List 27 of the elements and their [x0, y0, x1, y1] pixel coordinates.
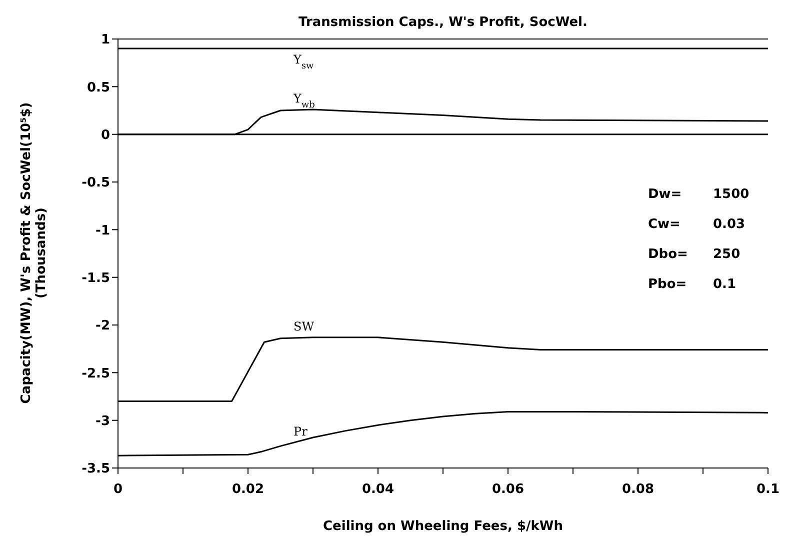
y-tick-label: -2.5: [82, 366, 110, 382]
x-tick-label: 0.08: [622, 482, 654, 498]
y-tick-label: -2: [96, 318, 110, 334]
x-tick-label: 0.06: [492, 482, 524, 498]
y-tick-label: 1: [100, 32, 110, 48]
text: Dw= 1500: [648, 187, 750, 202]
x-tick-label: 0.1: [756, 482, 780, 498]
y-tick-label: -0.5: [82, 176, 110, 191]
y-tick-label: -1.5: [82, 270, 110, 286]
y-tick-label: 0: [100, 128, 110, 143]
x-axis-title: Ceiling on Wheeling Fees, $/kWh: [323, 519, 563, 534]
y-tick-label: -3.5: [82, 462, 110, 477]
y-tick-label: -1: [96, 223, 110, 238]
y-axis-title: Capacity(MW), W's Profit & SocWel(10⁵$) (Thousands): [19, 102, 49, 404]
x-tick-label: 0.02: [232, 482, 264, 498]
x-tick-label: 0: [113, 482, 123, 498]
series-label: SW: [294, 320, 315, 334]
series-label: Y$_{wb}$: [292, 91, 316, 110]
text: Dbo= 250: [648, 247, 740, 262]
x-tick-label: 0.04: [362, 482, 394, 498]
series-label: Pr: [294, 424, 308, 439]
text: Pbo= 0.1: [648, 277, 736, 292]
text: Cw= 0.03: [648, 217, 746, 232]
chart-title: Transmission Caps., W's Profit, SocWel.: [298, 15, 588, 30]
y-tick-label: 0.5: [86, 80, 110, 96]
y-tick-label: -3: [96, 414, 110, 429]
series-label: Y$_{sw}$: [292, 52, 314, 72]
